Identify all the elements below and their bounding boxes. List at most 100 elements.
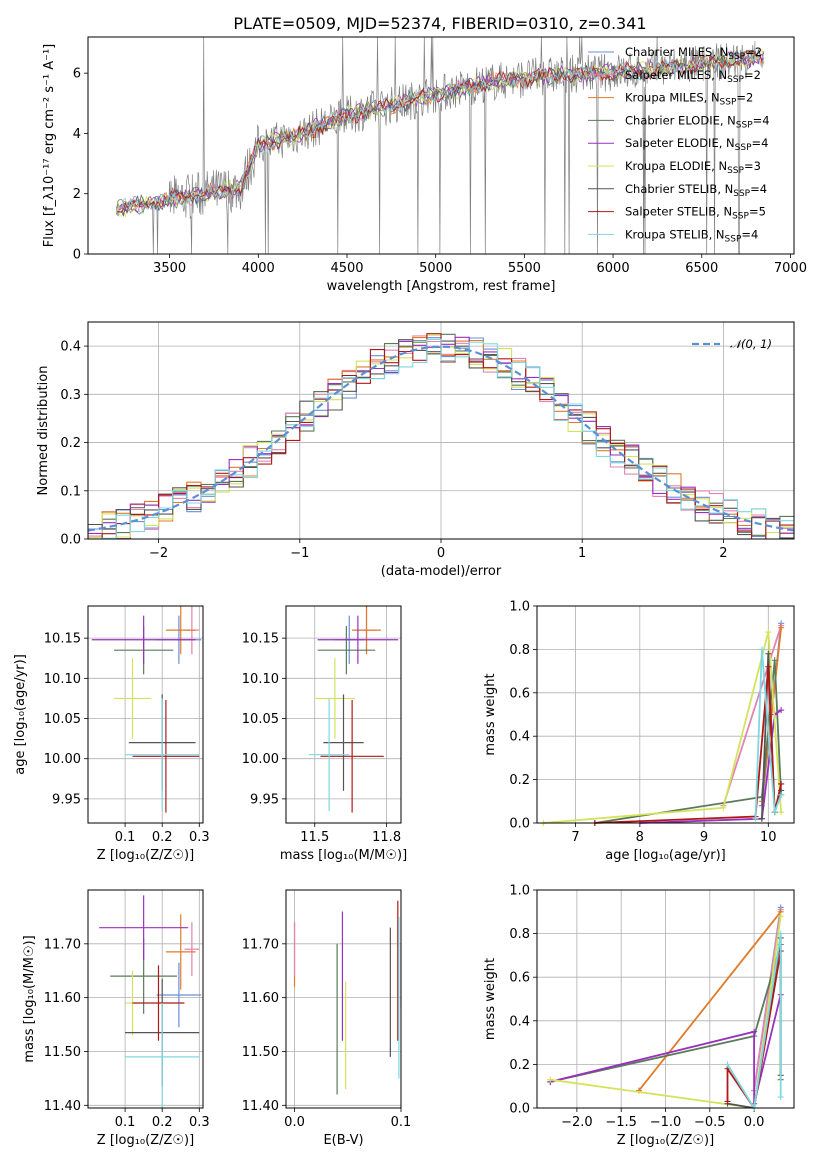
weight-line-salpeter-elodie [639, 709, 782, 824]
panel-mass_vs_Z: 0.1 0.2 0.3 11.40 11.50 11.60 11.70 Z [log₁₀(Z/… [22, 889, 210, 1148]
legend-label-salpeter-miles: Salpeter MILES, NSSP=2 [625, 68, 761, 85]
weight-marker-kroupa-elodie [778, 809, 785, 816]
y-tick-label: 6 [73, 67, 81, 82]
weight-line-salpeter-miles [753, 909, 782, 1091]
x-tick-label: 4000 [242, 261, 275, 276]
plot-area [293, 900, 401, 1095]
y-tick-label: 2 [73, 187, 81, 202]
x-tick-label: 8 [636, 830, 644, 845]
x-axis-label: age [log₁₀(age/yr)] [605, 848, 726, 863]
weight-line-salpeter-miles [722, 625, 782, 806]
x-tick-label: −1.0 [650, 1115, 682, 1130]
y-tick-label: 0.8 [509, 643, 530, 658]
x-axis-label: Z [log₁₀(Z/Z☉)] [97, 1133, 194, 1148]
x-tick-label: 0.2 [152, 830, 173, 845]
weight-line-kroupa-stelib [726, 933, 782, 1111]
x-tick-label: 0.3 [189, 1115, 210, 1130]
y-tick-label: 1.0 [509, 884, 530, 899]
y-tick-label: 11.60 [242, 991, 279, 1006]
weight-marker-chabrier-stelib [765, 650, 772, 657]
y-axis-label: age [log₁₀(age/yr)] [13, 654, 28, 775]
y-axis-label: mass weight [483, 673, 498, 755]
x-tick-label: 0.3 [189, 830, 210, 845]
x-axis-label: wavelength [Angstrom, rest frame] [327, 279, 556, 294]
weight-marker-chabrier-stelib [758, 815, 765, 822]
legend-label-kroupa-stelib: Kroupa STELIB, NSSP=4 [625, 227, 758, 244]
axes-frame [536, 889, 795, 1109]
y-tick-label: 10.15 [242, 632, 279, 647]
y-tick-label: 0.0 [60, 533, 81, 548]
panel-weight_vs_Z: −2.0 −1.5 −1.0 −0.5 0.0 0.0 0.2 0.4 0.6 0.8 1.0 Z [… [483, 884, 795, 1148]
y-tick-label: 10.00 [242, 752, 279, 767]
weight-line-salpeter-stelib [726, 950, 782, 1111]
normal-distribution-curve [87, 345, 795, 532]
weight-marker-salpeter-elodie [751, 1028, 758, 1035]
weight-marker-kroupa-stelib [778, 791, 785, 798]
y-tick-label: 1.0 [509, 600, 530, 615]
panel-mass_vs_ebv: 0.0 0.1 11.40 11.50 11.60 11.70 E(B-V) [242, 889, 412, 1148]
weight-marker-kroupa-stelib [724, 1061, 731, 1068]
weight-marker-kroupa-elodie [547, 1076, 554, 1083]
weight-line-kroupa-elodie [543, 631, 782, 824]
axes-frame [87, 36, 795, 255]
legend-label-chabrier-elodie: Chabrier ELODIE, NSSP=4 [625, 113, 770, 130]
x-axis-label: mass [log₁₀(M/M☉)] [280, 848, 407, 863]
x-tick-label: 10 [760, 830, 777, 845]
y-tick-label: 10.10 [44, 672, 81, 687]
axes-frame [285, 889, 402, 1109]
y-tick-label: 10.10 [242, 672, 279, 687]
y-tick-label: 4 [73, 127, 81, 142]
x-tick-label: −2 [149, 546, 168, 561]
axes-frame [87, 889, 204, 1109]
y-tick-label: 0.2 [60, 436, 81, 451]
y-tick-label: 0.2 [509, 773, 530, 788]
plot-area [116, 36, 765, 255]
legend-label-kroupa-elodie: Kroupa ELODIE, NSSP=3 [625, 159, 761, 176]
y-axis-label: Normed distribution [36, 366, 51, 496]
x-tick-label: −1.5 [605, 1115, 637, 1130]
weight-marker-kroupa-miles [778, 624, 785, 631]
weight-marker-kroupa-elodie [765, 629, 772, 636]
weight-marker-kroupa-stelib [777, 1094, 784, 1101]
weight-line-kroupa-stelib [754, 649, 782, 819]
legend-label-salpeter-elodie: Salpeter ELODIE, NSSP=4 [625, 136, 768, 153]
figure-title: PLATE=0509, MJD=52374, FIBERID=0310, z=0… [233, 14, 646, 33]
y-tick-label: 11.50 [242, 1045, 279, 1060]
legend-label-kroupa-miles: Kroupa MILES, NSSP=2 [625, 91, 753, 108]
weight-marker-salpeter-stelib [765, 663, 772, 670]
plot-area [87, 333, 795, 540]
x-axis-label: Z [log₁₀(Z/Z☉)] [617, 1133, 714, 1148]
x-tick-label: 0.0 [284, 1115, 305, 1130]
y-tick-label: 10.05 [44, 712, 81, 727]
weight-line-salpeter-elodie [550, 994, 782, 1104]
x-tick-label: 7 [571, 830, 579, 845]
x-axis-label: E(B-V) [323, 1133, 363, 1148]
weight-marker-kroupa-elodie [720, 804, 727, 811]
y-tick-label: 9.95 [250, 792, 279, 807]
x-tick-label: 5000 [419, 261, 452, 276]
y-tick-label: 11.70 [44, 937, 81, 952]
panel-age_vs_mass: 11.5 11.8 9.95 10.00 10.05 10.10 10.15 mass [lo… [242, 605, 407, 863]
weight-marker-kroupa-stelib [771, 809, 778, 816]
x-tick-label: 9 [700, 830, 708, 845]
y-tick-label: 0.3 [60, 388, 81, 403]
x-tick-label: 5500 [508, 261, 541, 276]
y-tick-label: 0.1 [60, 484, 81, 499]
weight-marker-chabrier-elodie [771, 657, 778, 664]
y-tick-label: 9.95 [52, 792, 81, 807]
axes-frame [87, 605, 204, 824]
legend-label-normal: 𝒩(0, 1) [730, 337, 772, 351]
plot-area [99, 895, 202, 1108]
x-tick-label: 0.1 [391, 1115, 412, 1130]
y-tick-label: 11.50 [44, 1045, 81, 1060]
x-tick-label: 6500 [685, 261, 718, 276]
weight-marker-salpeter-elodie [778, 707, 785, 714]
y-tick-label: 0.4 [509, 1014, 530, 1029]
y-tick-label: 0.6 [509, 686, 530, 701]
x-axis-label: Z [log₁₀(Z/Z☉)] [97, 848, 194, 863]
x-tick-label: −2.0 [561, 1115, 593, 1130]
y-axis-label: mass [log₁₀(M/M☉)] [22, 935, 37, 1062]
y-tick-label: 0.4 [509, 730, 530, 745]
y-axis-label: Flux [f_λ10⁻¹⁷ erg cm⁻² s⁻¹ A⁻¹] [42, 44, 57, 248]
